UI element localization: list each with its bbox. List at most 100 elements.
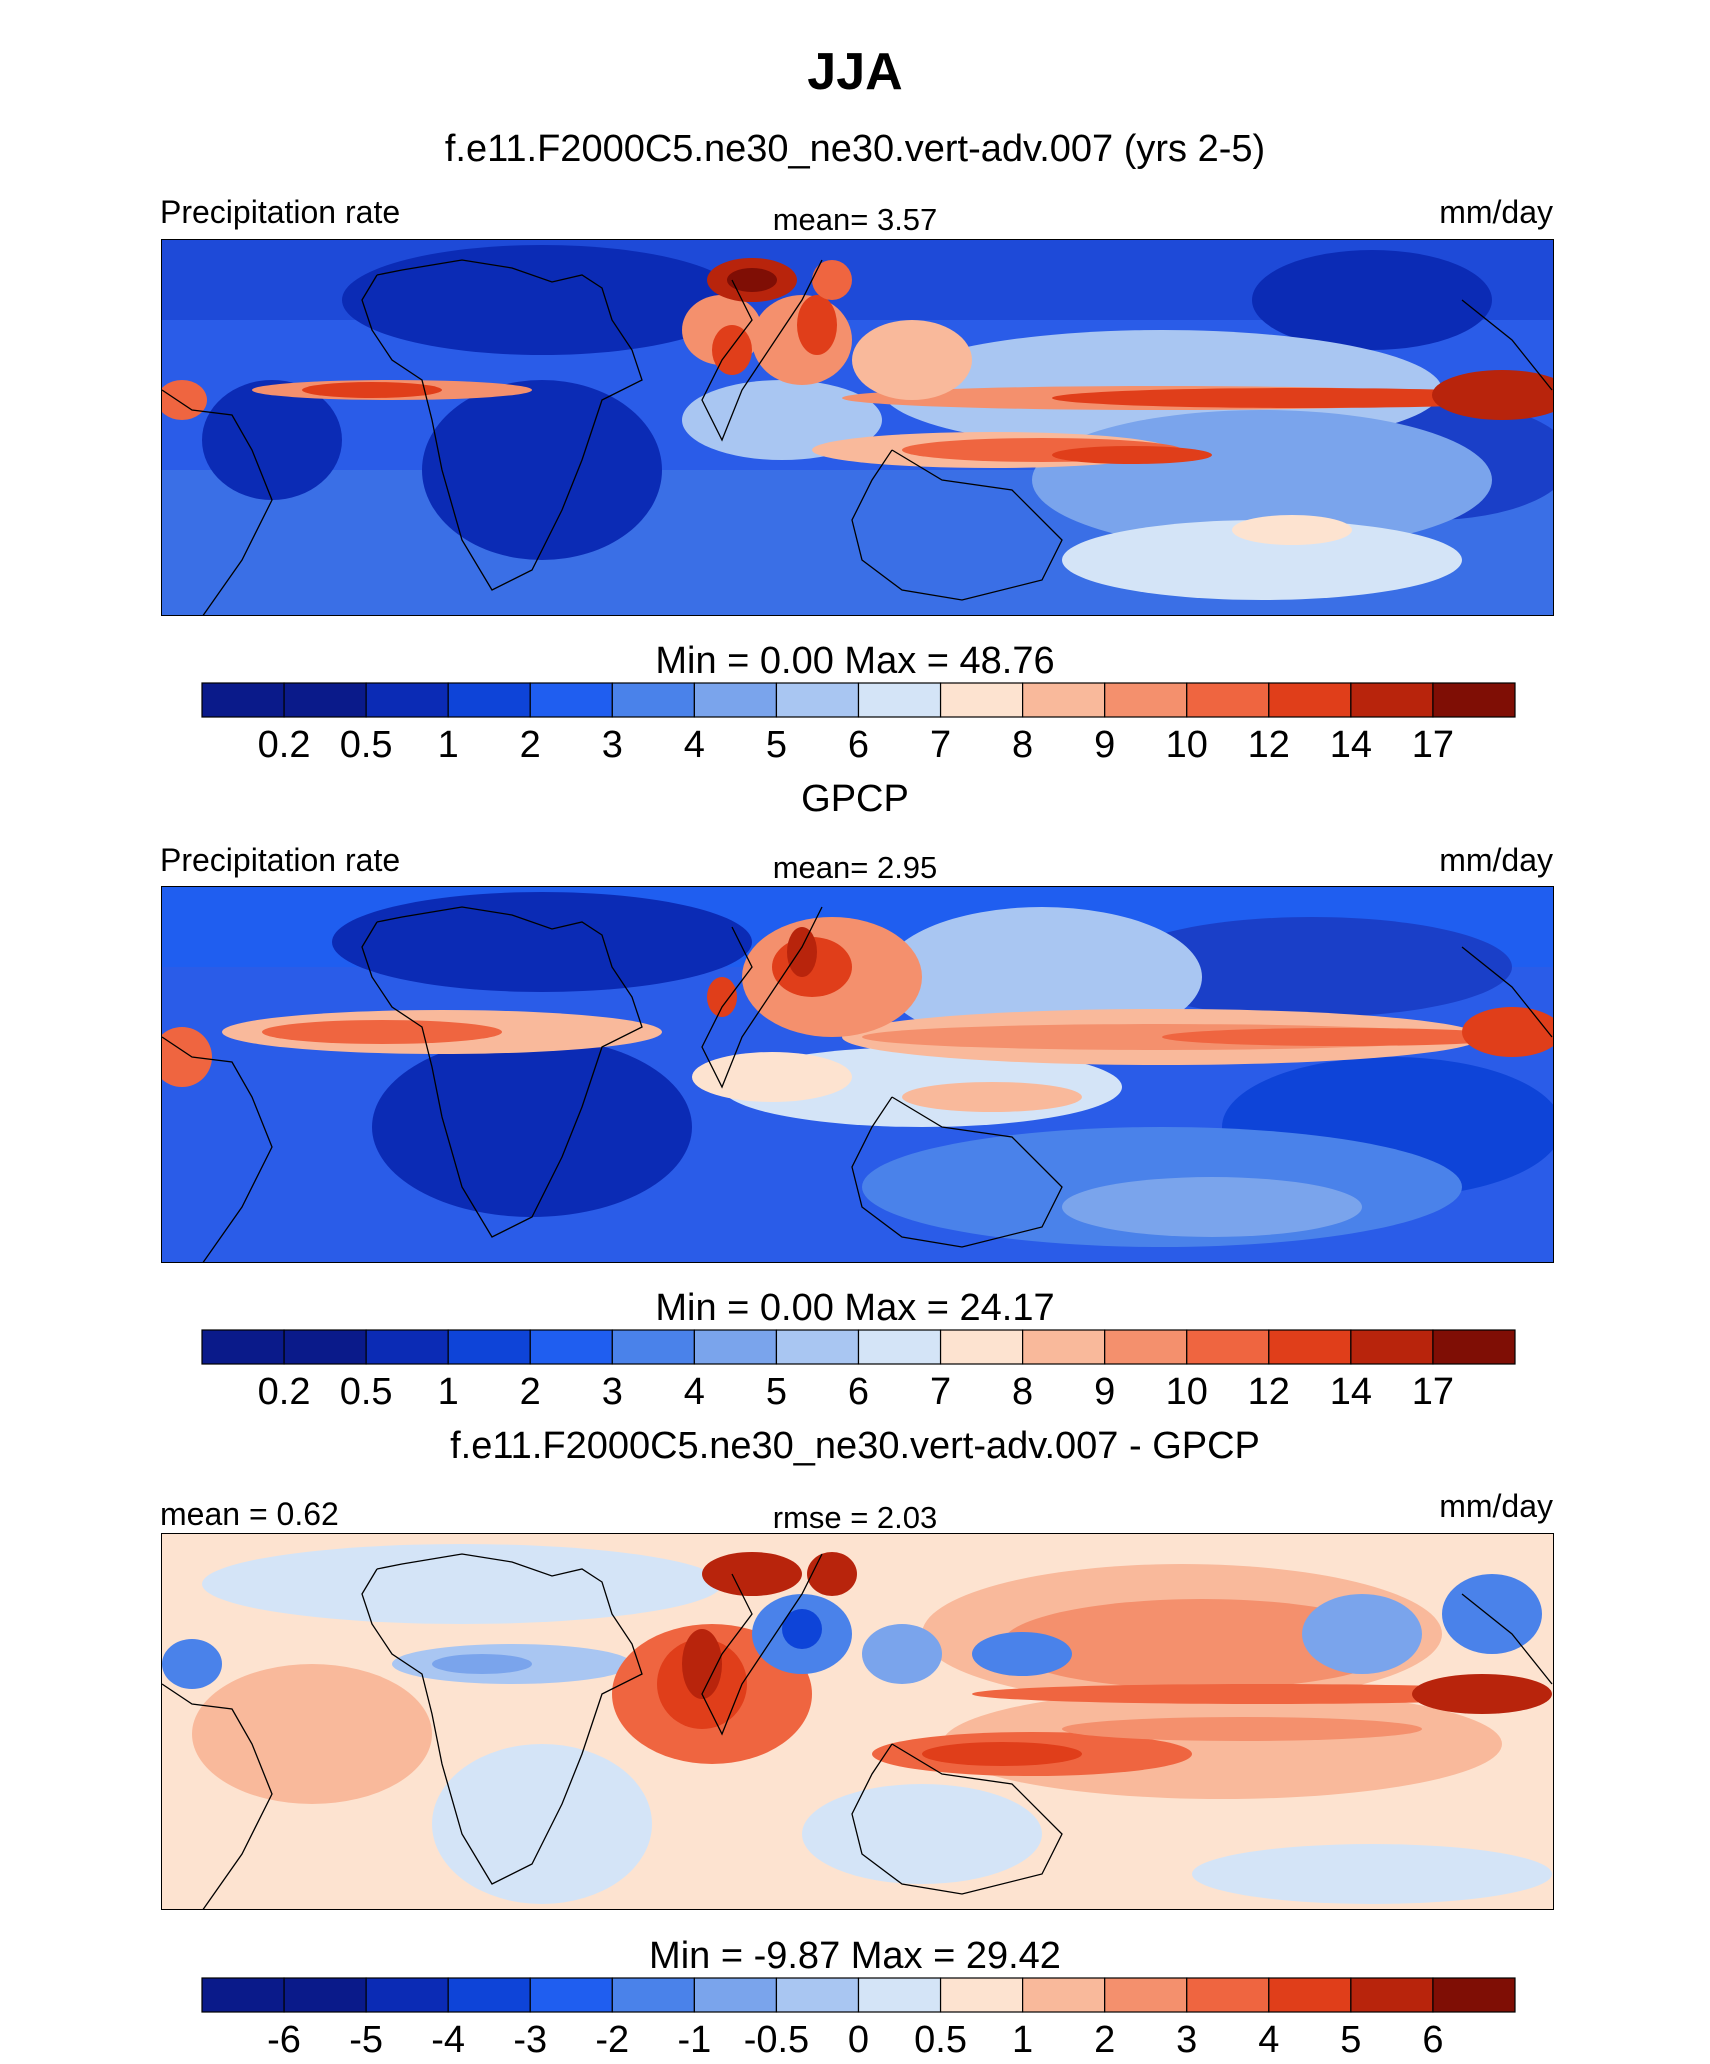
colorbar-tick-label: 0.5 [340,1371,393,1413]
colorbar-box [1186,1977,1270,2013]
colorbar-box [775,1977,860,2013]
colorbar-tick-label: 3 [602,724,623,766]
panel-1-map [161,239,1554,616]
colorbar-tick-label: 4 [684,1371,705,1413]
colorbar-box [365,682,449,718]
colorbar-box [447,682,531,718]
colorbar-tick-label: 6 [1422,2019,1443,2061]
colorbar-box [857,682,942,718]
colorbar-box [365,1329,449,1365]
colorbar-box [201,1977,285,2013]
figure-title: JJA [807,43,903,101]
colorbar-tick-label: 1 [438,724,459,766]
colorbar-tick-label: 10 [1166,1371,1208,1413]
panel-3-map [161,1533,1554,1910]
colorbar-tick-label: 14 [1330,724,1372,766]
colorbar-box [283,682,367,718]
panel-2-title: GPCP [801,778,909,820]
colorbar-box [1268,1329,1352,1365]
colorbar-tick-label: 9 [1094,724,1115,766]
colorbar-box [693,682,778,718]
colorbar-tick-label: 2 [520,1371,541,1413]
colorbar-tick-label: 6 [848,1371,869,1413]
colorbar-box [529,1977,613,2013]
colorbar-box [1022,1329,1106,1365]
colorbar-tick-label: 0.5 [340,724,393,766]
panel-1-minmax: Min = 0.00 Max = 48.76 [655,640,1055,682]
colorbar-box [939,682,1024,718]
panel-3-mean-label: mean = 0.62 [160,1496,339,1532]
panel-2-variable-label: Precipitation rate [160,842,401,878]
colorbar-box [529,682,613,718]
colorbar-tick-label: -4 [431,2019,465,2061]
colorbar-tick-label: 12 [1248,724,1290,766]
colorbar-tick-label: 5 [766,1371,787,1413]
panel-2-map [161,886,1554,1263]
panel-3-rmse-label: rmse = 2.03 [772,1500,938,1535]
colorbar-box [857,1329,942,1365]
colorbar-box [1104,682,1188,718]
colorbar-box [1186,1329,1270,1365]
colorbar-tick-label: 10 [1166,724,1208,766]
panel-1-mean-label: mean= 3.57 [772,202,938,237]
colorbar-box [1350,1329,1434,1365]
colorbar-box [201,1329,285,1365]
colorbar-box [365,1977,449,2013]
colorbar-tick-label: 0 [848,2019,869,2061]
colorbar-box [529,1329,613,1365]
colorbar-tick-label: 14 [1330,1371,1372,1413]
panel-3-units-label: mm/day [1439,1488,1553,1524]
colorbar-box [939,1329,1024,1365]
panel-3-minmax: Min = -9.87 Max = 29.42 [649,1935,1061,1977]
colorbar-tick-label: -2 [595,2019,629,2061]
colorbar-box [939,1977,1024,2013]
colorbar-tick-label: -1 [677,2019,711,2061]
colorbar-tick-label: 12 [1248,1371,1290,1413]
panel-1-title: f.e11.F2000C5.ne30_ne30.vert-adv.007 (yr… [444,128,1266,170]
colorbar-tick-label: -5 [349,2019,383,2061]
colorbar-box [1186,682,1270,718]
colorbar-box [201,682,285,718]
colorbar-tick-label: 1 [438,1371,459,1413]
colorbar-tick-label: 17 [1412,1371,1454,1413]
colorbar-box [611,1329,695,1365]
colorbar-tick-label: 9 [1094,1371,1115,1413]
colorbar-tick-label: 8 [1012,724,1033,766]
colorbar-box [1268,1977,1352,2013]
colorbar-tick-label: 0.2 [258,1371,311,1413]
colorbar-tick-label: 8 [1012,1371,1033,1413]
colorbar-box [283,1977,367,2013]
colorbar-tick-label: 0.2 [258,724,311,766]
colorbar-box [1104,1977,1188,2013]
colorbar-tick-label: 4 [1258,2019,1279,2061]
panel-1-variable-label: Precipitation rate [160,194,401,230]
colorbar-tick-label: 3 [1176,2019,1197,2061]
colorbar-tick-label: 6 [848,724,869,766]
colorbar-tick-label: 1 [1012,2019,1033,2061]
colorbar-tick-label: 0.5 [914,2019,967,2061]
colorbar-tick-label: 5 [1340,2019,1361,2061]
panel-2-minmax: Min = 0.00 Max = 24.17 [655,1287,1055,1329]
colorbar-tick-label: 7 [930,1371,951,1413]
colorbar-tick-label: 5 [766,724,787,766]
colorbar-box [857,1977,942,2013]
colorbar-box [1432,1329,1516,1365]
colorbar-tick-label: 4 [684,724,705,766]
panel-3-title: f.e11.F2000C5.ne30_ne30.vert-adv.007 - G… [450,1425,1260,1467]
colorbar-tick-label: 7 [930,724,951,766]
colorbar-box [1432,1977,1516,2013]
colorbar-box [1268,682,1352,718]
colorbar-box [775,1329,860,1365]
colorbar-box [693,1977,778,2013]
panel-3-colorbar: -6 -5 -4 -3 -2 -1 -0.5 0 0.5 1 2 3 4 5 6 [201,1977,1516,2064]
colorbar-tick-label: 2 [520,724,541,766]
colorbar-tick-label: 2 [1094,2019,1115,2061]
colorbar-box [447,1329,531,1365]
colorbar-box [447,1977,531,2013]
colorbar-box [775,682,860,718]
colorbar-box [693,1329,778,1365]
colorbar-box [611,1977,695,2013]
panel-2-units-label: mm/day [1439,842,1553,878]
colorbar-box [611,682,695,718]
colorbar-tick-label: -0.5 [744,2019,809,2061]
